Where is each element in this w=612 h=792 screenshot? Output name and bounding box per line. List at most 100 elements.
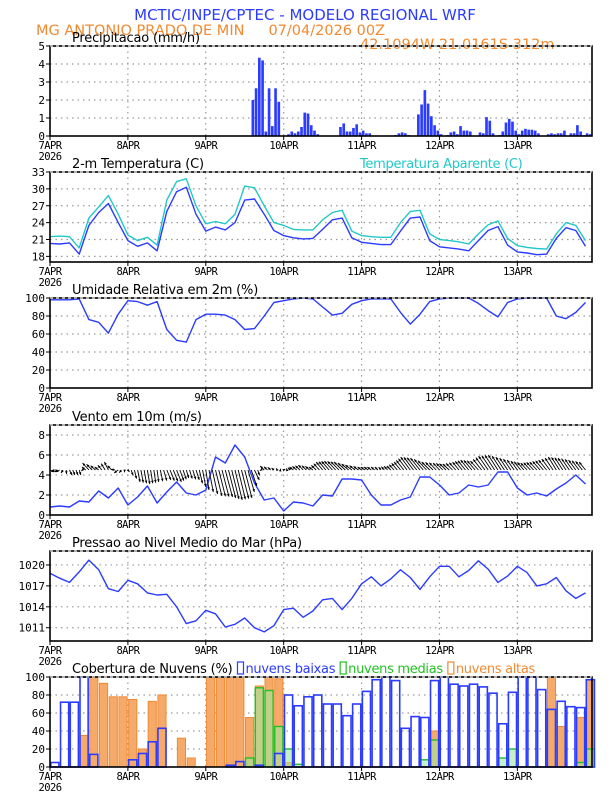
wind-arrow-head <box>485 455 488 459</box>
wind-arrow-head <box>367 467 371 470</box>
wind-arrow-head <box>532 461 536 465</box>
cloud-bar-nuvens-medias <box>429 739 440 768</box>
y-tick-label: 4 <box>38 469 45 482</box>
precip-bar <box>491 133 495 136</box>
x-tick-label: 7APR <box>39 771 63 783</box>
header-title: MCTIC/INPE/CPTEC - MODELO REGIONAL WRF <box>134 6 476 24</box>
precip-bar <box>524 128 527 136</box>
wind-arrow-head <box>237 496 240 499</box>
cloud-bar-nuvens-altas <box>235 676 245 768</box>
panel-title: Vento em 10m (m/s) <box>72 410 202 425</box>
precip-bar <box>313 130 316 136</box>
precip-bar <box>261 60 264 136</box>
wind-arrow-head <box>364 467 367 470</box>
wind-arrow-shaft <box>247 469 255 493</box>
precip-bar <box>517 134 521 136</box>
wind-arrow-head <box>400 457 404 460</box>
wind-arrow-shaft <box>224 469 233 498</box>
y-tick-label: 20 <box>32 364 45 377</box>
plot-frame <box>49 171 593 263</box>
wind-arrow-shaft <box>205 469 210 491</box>
precip-bar <box>507 118 511 136</box>
x-tick-label: 10APR <box>269 519 299 531</box>
x-tick-label: 11APR <box>347 519 377 531</box>
wind-arrow-head <box>90 465 94 469</box>
wind-arrow-head <box>389 464 392 468</box>
y-tick-label: 18 <box>32 250 45 263</box>
precip-bar <box>563 130 566 136</box>
wind-arrow-head <box>94 467 98 470</box>
precip-bar <box>400 132 404 136</box>
wind-arrow-head <box>175 478 179 482</box>
x-tick-label: 8APR <box>116 140 140 152</box>
cloud-bar-nuvens-baixas <box>322 703 333 768</box>
x-tick-label: 11APR <box>347 266 377 278</box>
wind-arrow-head <box>246 495 250 499</box>
x-tick-label: 8APR <box>116 266 140 278</box>
precip-bar <box>264 131 268 136</box>
precip-bar <box>504 122 508 136</box>
precip-bar <box>589 134 592 136</box>
wind-arrow-head <box>341 464 345 467</box>
wind-arrow-head <box>179 479 182 482</box>
panel-title: Precipitacao (mm/h) <box>72 31 200 46</box>
y-tick-label: 40 <box>32 725 45 738</box>
x-tick-label: 13APR <box>503 266 533 278</box>
y-tick-label: 6 <box>38 449 45 462</box>
wind-arrow-shaft <box>481 455 492 471</box>
precip-bar <box>433 125 436 136</box>
wind-arrow-shaft <box>478 455 489 471</box>
wind-arrow-head <box>475 457 479 461</box>
wind-arrow-head <box>433 463 436 466</box>
panel-title: 2-m Temperatura (C) <box>72 157 204 172</box>
x-year-label: 2026 <box>39 403 62 415</box>
legend-label: nuvens medias <box>348 662 443 677</box>
x-tick-label: 8APR <box>116 645 140 657</box>
wind-arrow-head <box>499 458 503 461</box>
series-line-temperature-0 <box>49 186 587 256</box>
wind-arrow-head <box>386 466 390 469</box>
wind-arrow-head <box>215 491 219 494</box>
y-tick-label: 33 <box>32 166 45 179</box>
wind-arrow-head <box>439 463 443 467</box>
plot-frame <box>49 297 593 389</box>
wind-arrow-head <box>324 461 328 464</box>
wind-arrow-head <box>271 468 275 471</box>
x-year-label: 2026 <box>39 277 62 289</box>
precip-bar <box>258 57 261 137</box>
wind-arrow-head <box>407 457 410 461</box>
wind-arrow-head <box>316 462 319 465</box>
x-tick-label: 8APR <box>116 392 140 404</box>
wind-arrow-head <box>51 469 54 472</box>
wind-arrow-head <box>473 459 476 463</box>
wind-arrow-head <box>541 459 545 462</box>
precip-bar <box>514 130 518 136</box>
cloud-bar-nuvens-medias <box>497 757 508 768</box>
precip-bar <box>309 125 313 136</box>
cloud-bar-nuvens-baixas <box>410 715 420 768</box>
cloud-bar-nuvens-altas <box>215 676 225 768</box>
panel-title: Pressao ao Nivel Medio do Mar (hPa) <box>72 536 302 551</box>
wind-arrow-head <box>207 487 210 490</box>
precip-bar <box>455 134 459 136</box>
x-tick-label: 9APR <box>194 645 218 657</box>
legend-label: nuvens altas <box>456 662 536 677</box>
wind-arrow-head <box>417 460 421 464</box>
wind-arrow-head <box>292 466 296 470</box>
precip-bar <box>553 134 556 136</box>
wind-arrow-head <box>558 458 561 461</box>
wind-arrow-head <box>520 463 524 466</box>
precip-bar <box>270 126 274 136</box>
wind-arrow-head <box>421 462 425 465</box>
x-tick-label: 13APR <box>503 140 533 152</box>
cloud-bar-nuvens-baixas <box>439 676 450 768</box>
wind-arrow-head <box>374 467 378 470</box>
precip-bar <box>420 104 423 136</box>
precip-bar <box>290 131 294 136</box>
wind-arrow-head <box>250 495 253 498</box>
wind-arrow-head <box>442 464 446 467</box>
y-tick-label: 4 <box>38 58 45 71</box>
wind-arrow-head <box>148 481 151 484</box>
wind-arrow-head <box>308 467 312 470</box>
